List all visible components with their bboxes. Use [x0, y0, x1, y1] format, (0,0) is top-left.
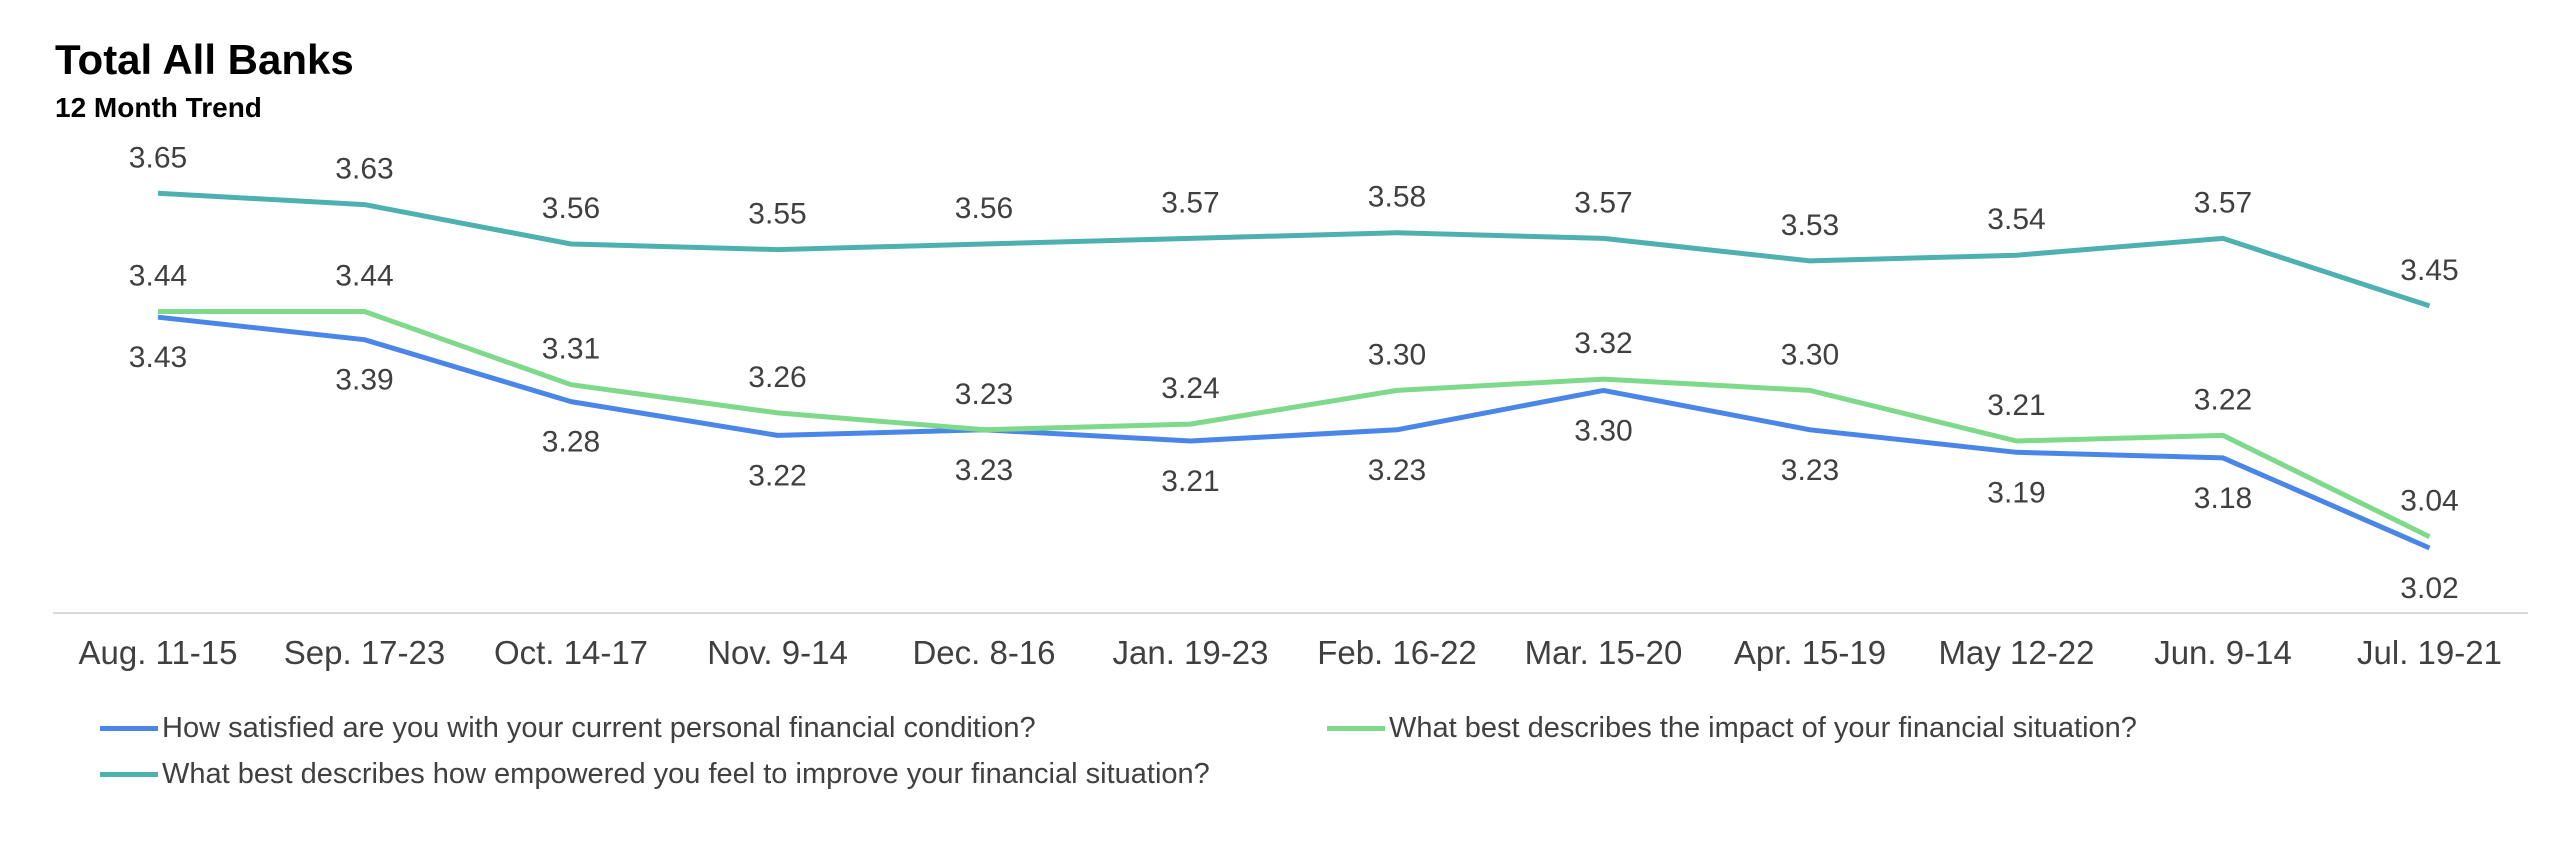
data-label-empowered: 3.65 [129, 141, 187, 174]
legend-item-empowered: What best describes how empowered you fe… [100, 758, 1210, 791]
legend-label-impact: What best describes the impact of your f… [1389, 712, 2137, 744]
data-label-impact: 3.22 [2194, 383, 2252, 416]
data-label-satisfied: 3.23 [955, 454, 1013, 487]
chart-subtitle: 12 Month Trend [55, 92, 262, 123]
data-label-impact: 3.21 [1987, 389, 2045, 422]
series-line-empowered [157, 190, 2431, 309]
data-label-impact: 3.44 [129, 260, 187, 293]
data-label-empowered: 3.55 [748, 198, 806, 231]
data-label-satisfied: 3.43 [129, 341, 187, 374]
line-chart: 3.43 3.39 3.28 3.22 3.23 3.21 3.23 3.30 3.23 3.19… [53, 141, 2528, 671]
data-label-impact: 3.23 [955, 378, 1013, 411]
data-label-satisfied: 3.22 [748, 459, 806, 492]
legend-swatch-empowered [100, 772, 158, 777]
data-label-impact: 3.31 [542, 333, 600, 366]
legend-swatch-satisfied [100, 726, 158, 731]
x-tick-label: Dec. 8-16 [912, 634, 1055, 671]
x-tick-label: Nov. 9-14 [707, 634, 848, 671]
x-tick-label: Aug. 11-15 [78, 634, 237, 671]
data-label-impact: 3.30 [1368, 338, 1426, 371]
data-label-empowered: 3.58 [1368, 181, 1426, 214]
series-line-satisfied [157, 314, 2431, 551]
data-label-satisfied: 3.28 [542, 426, 600, 459]
x-tick-label: Sep. 17-23 [284, 634, 445, 671]
legend-swatch-impact [1327, 726, 1385, 731]
data-label-satisfied: 3.21 [1161, 465, 1219, 498]
data-label-empowered: 3.56 [542, 192, 600, 225]
legend-item-satisfied: How satisfied are you with your current … [100, 712, 1036, 745]
data-label-empowered: 3.63 [335, 153, 393, 186]
data-label-empowered: 3.53 [1781, 209, 1839, 242]
data-label-satisfied: 3.23 [1781, 454, 1839, 487]
x-tick-label: Jan. 19-23 [1113, 634, 1269, 671]
legend-item-impact: What best describes the impact of your f… [1327, 712, 2137, 745]
data-label-impact: 3.30 [1781, 338, 1839, 371]
data-label-empowered: 3.57 [1574, 186, 1632, 219]
legend-label-empowered: What best describes how empowered you fe… [162, 758, 1210, 790]
data-label-satisfied: 3.19 [1987, 476, 2045, 509]
series-line-impact [158, 309, 2431, 539]
x-tick-label: Oct. 14-17 [494, 634, 648, 671]
x-tick-label: May 12-22 [1939, 634, 2095, 671]
data-label-empowered: 3.54 [1987, 203, 2045, 236]
data-label-impact: 3.24 [1161, 372, 1219, 405]
x-tick-label: Apr. 15-19 [1734, 634, 1886, 671]
data-label-satisfied: 3.30 [1574, 414, 1632, 447]
data-label-empowered: 3.57 [1161, 186, 1219, 219]
x-tick-label: Jun. 9-14 [2154, 634, 2292, 671]
data-label-satisfied: 3.23 [1368, 454, 1426, 487]
data-label-impact: 3.04 [2400, 485, 2458, 518]
data-label-empowered: 3.45 [2400, 254, 2458, 287]
data-label-satisfied: 3.39 [335, 364, 393, 397]
data-label-impact: 3.44 [335, 260, 393, 293]
legend-label-satisfied: How satisfied are you with your current … [162, 712, 1036, 744]
x-tick-label: Mar. 15-20 [1525, 634, 1683, 671]
data-label-impact: 3.26 [748, 361, 806, 394]
chart-title: Total All Banks [55, 36, 354, 83]
data-label-empowered: 3.56 [955, 192, 1013, 225]
x-tick-label: Jul. 19-21 [2357, 634, 2502, 671]
data-label-satisfied: 3.18 [2194, 482, 2252, 515]
x-tick-label: Feb. 16-22 [1317, 634, 1477, 671]
data-label-empowered: 3.57 [2194, 186, 2252, 219]
data-label-satisfied: 3.02 [2400, 572, 2458, 605]
data-label-impact: 3.32 [1574, 327, 1632, 360]
